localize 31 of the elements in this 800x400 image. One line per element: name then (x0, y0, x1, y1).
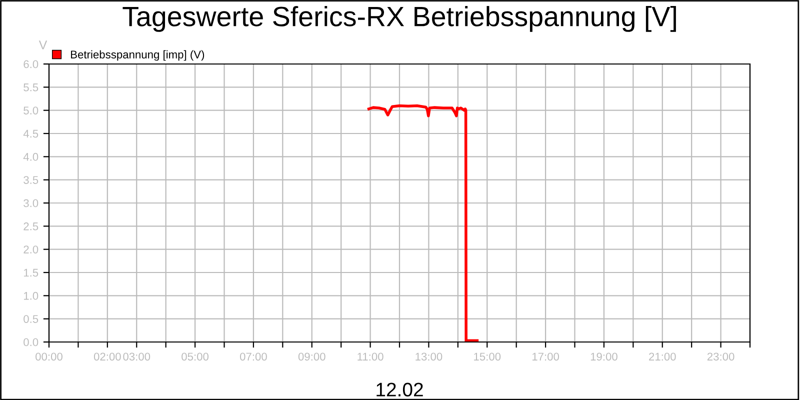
x-tick-label: 09:00 (298, 352, 326, 361)
y-tick-label: 2.5 (24, 222, 38, 230)
y-axis-title: V (38, 40, 48, 50)
chart-title: Tageswerte Sferics-RX Betriebsspannung [V] (122, 6, 676, 32)
x-tick-label: 17:00 (532, 352, 560, 361)
y-tick-label: 3.0 (24, 199, 38, 208)
x-tick-label: 02:00 (94, 352, 121, 361)
x-tick-label: 23:00 (707, 352, 734, 361)
x-tick-label: 13:00 (416, 352, 442, 361)
y-tick-label: 4.0 (23, 152, 38, 161)
x-tick-label: 15:00 (474, 352, 501, 361)
y-tick-label: 2.0 (24, 246, 38, 254)
x-tick-label: 07:00 (240, 352, 267, 361)
legend-label: Betriebsspannung [imp] (V) (71, 50, 204, 61)
y-tick-label: 0.5 (24, 315, 38, 323)
line-series (367, 104, 479, 342)
y-tick-label: 3.5 (24, 176, 38, 184)
x-tick-label: 21:00 (649, 352, 676, 361)
y-tick-label: 5.5 (24, 84, 38, 92)
x-axis-title: 12.02 (376, 382, 423, 396)
y-tick-label: 1.5 (24, 268, 38, 277)
x-tick-label: 05:00 (182, 352, 209, 361)
y-tick-label: 0.0 (24, 338, 38, 346)
y-tick-label: 6.0 (24, 60, 38, 68)
x-tick-label: 19:00 (590, 352, 618, 361)
y-tick-label: 4.5 (23, 130, 38, 138)
x-tick-label: 03:00 (123, 352, 150, 361)
x-tick-label: 00:00 (36, 352, 62, 361)
y-tick-label: 1.0 (24, 292, 38, 300)
y-tick-label: 5.0 (24, 106, 38, 114)
x-tick-label: 11:00 (358, 352, 384, 361)
